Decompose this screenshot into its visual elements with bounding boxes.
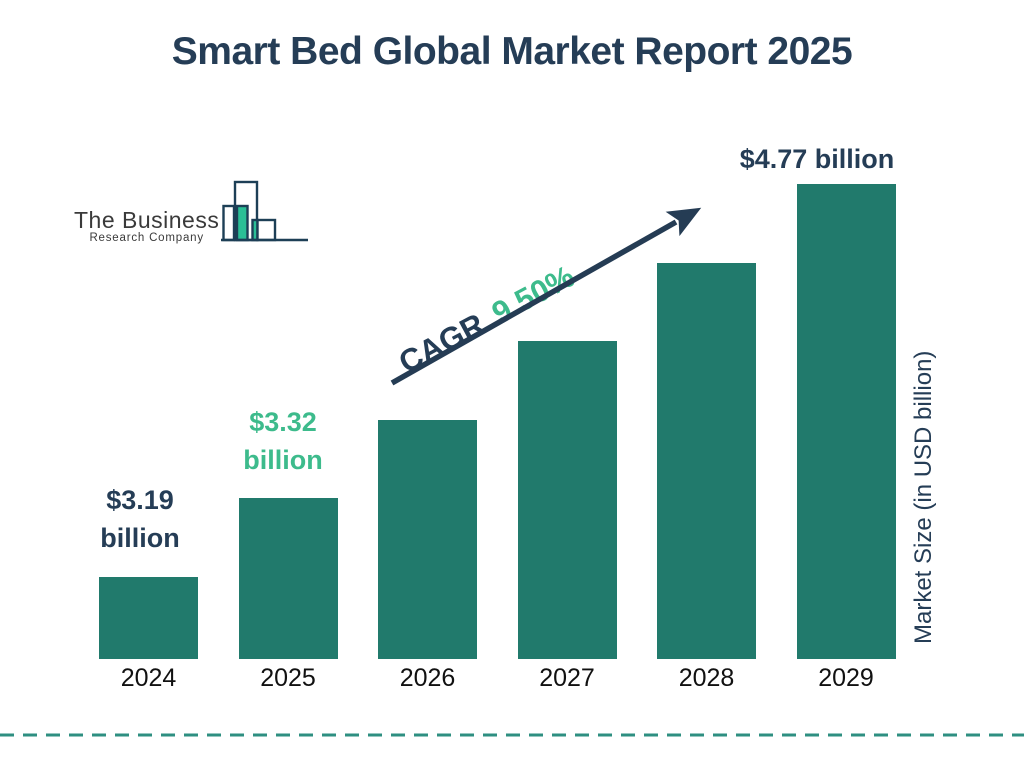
bar-2026 bbox=[378, 419, 477, 659]
logo-company-name: The Business bbox=[74, 207, 220, 233]
cagr-value: 9.50% bbox=[486, 258, 581, 331]
x-axis-label-2025: 2025 bbox=[260, 664, 316, 692]
page-title: Smart Bed Global Market Report 2025 bbox=[171, 30, 853, 73]
company-logo: The Business Research Company bbox=[74, 172, 309, 246]
value-label-2025-amount: $3.32 bbox=[249, 407, 317, 437]
bar-2028 bbox=[657, 262, 756, 659]
bar-2025 bbox=[238, 498, 338, 659]
logo-company-subtitle: Research Company bbox=[89, 232, 204, 244]
value-label-2029: $4.77 billion bbox=[712, 140, 922, 178]
x-axis-label-2028: 2028 bbox=[678, 664, 735, 692]
bar-2027 bbox=[517, 341, 617, 659]
x-axis-label-2029: 2029 bbox=[818, 664, 874, 692]
value-label-2025: $3.32 billion bbox=[217, 403, 349, 479]
value-label-2029-text: $4.77 billion bbox=[739, 144, 895, 174]
bar-2029 bbox=[796, 184, 896, 659]
value-label-2024-amount: $3.19 bbox=[106, 485, 174, 515]
y-axis-title: Market Size (in USD billion) bbox=[910, 350, 937, 645]
x-axis-label-2026: 2026 bbox=[399, 664, 456, 692]
value-label-2024-unit: billion bbox=[100, 523, 180, 553]
value-label-2024: $3.19 billion bbox=[74, 481, 206, 557]
logo-text: The Business Research Company bbox=[74, 207, 219, 244]
value-label-2025-unit: billion bbox=[243, 445, 323, 475]
x-axis-label-2024: 2024 bbox=[120, 664, 177, 692]
x-axis-label-2027: 2027 bbox=[539, 664, 595, 692]
logo-bar-chart-icon bbox=[221, 180, 309, 242]
bar-2024 bbox=[99, 577, 198, 659]
cagr-label: CAGR bbox=[393, 306, 491, 381]
